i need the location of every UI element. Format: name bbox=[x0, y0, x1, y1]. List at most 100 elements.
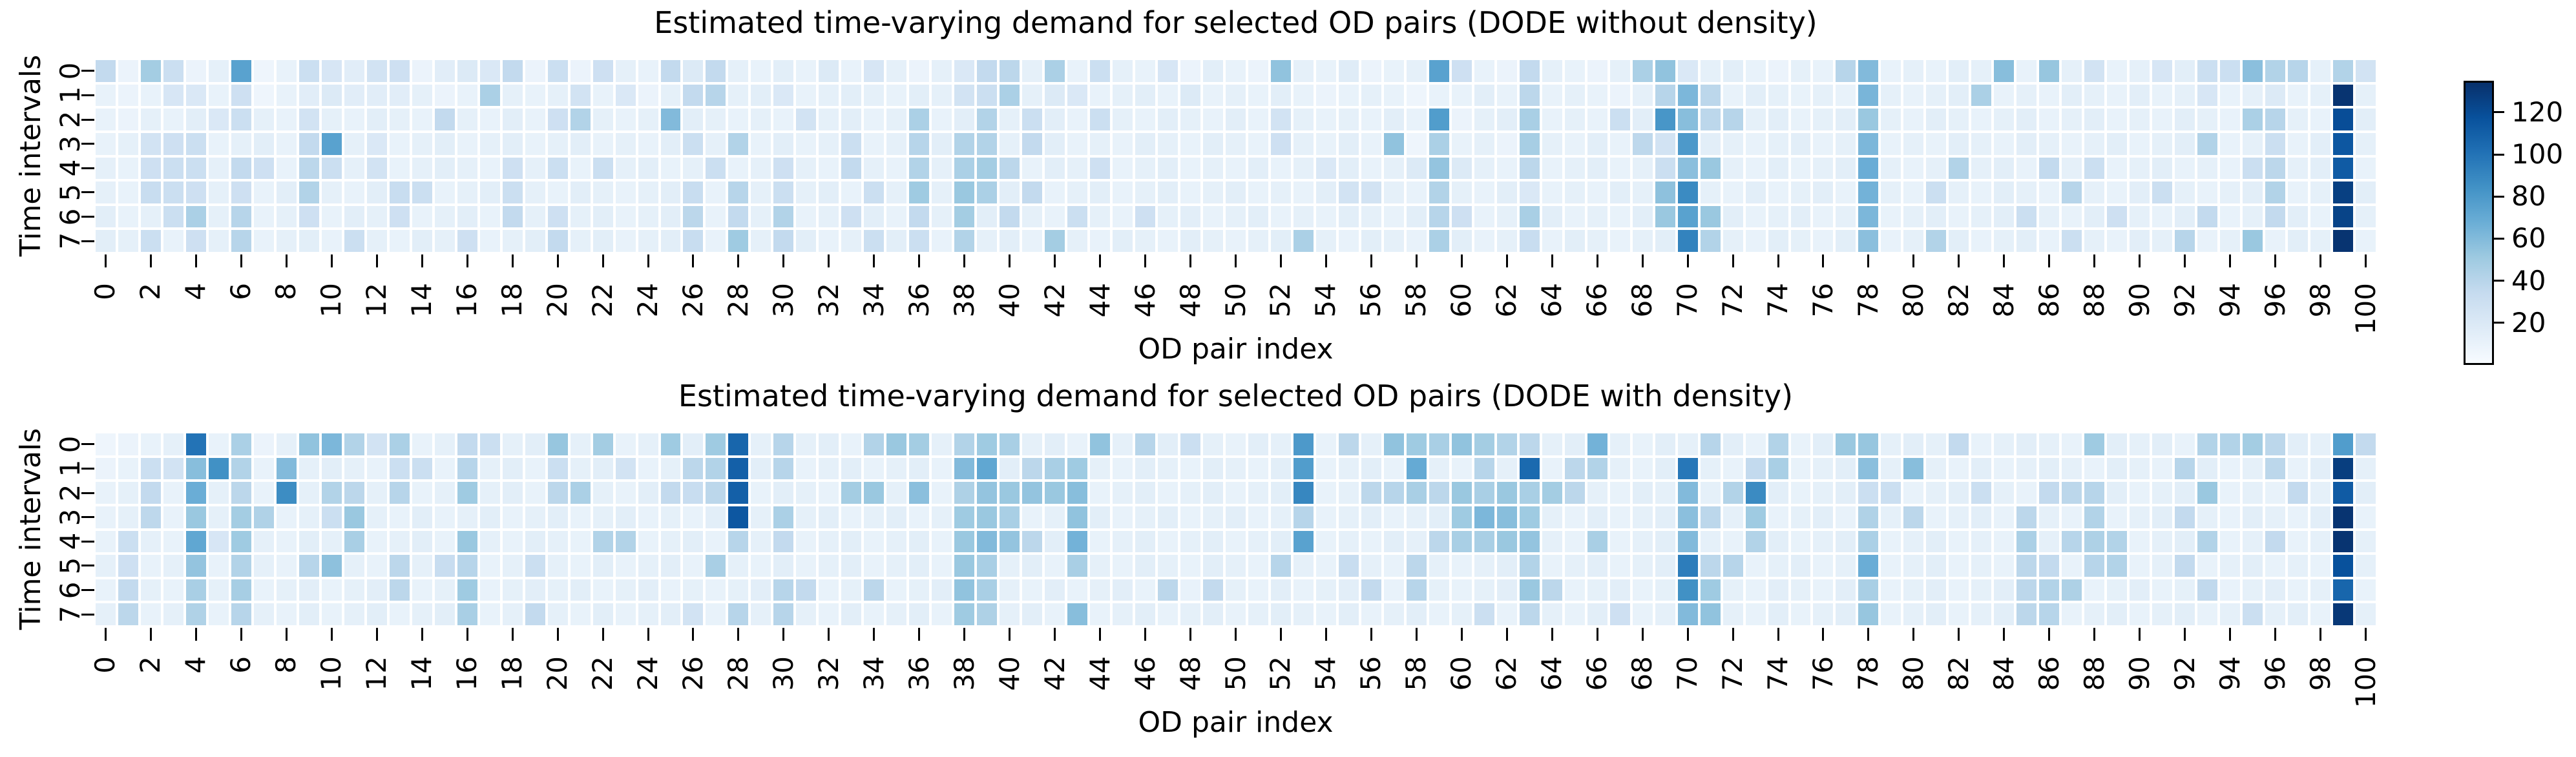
heatmap-cell bbox=[1226, 230, 1246, 252]
heatmap-cell bbox=[298, 506, 319, 528]
heatmap-cell bbox=[1496, 433, 1517, 455]
heatmap-cell bbox=[1926, 84, 1947, 107]
heatmap-cell bbox=[819, 230, 839, 252]
heatmap-cell bbox=[796, 230, 817, 252]
heatmap-cell bbox=[1723, 84, 1743, 107]
heatmap-cell bbox=[1248, 530, 1268, 553]
heatmap-cell bbox=[1429, 60, 1449, 82]
heatmap-cell bbox=[2107, 603, 2128, 625]
heatmap-cell bbox=[344, 60, 364, 82]
heatmap-cell bbox=[321, 555, 342, 577]
heatmap-cell bbox=[1677, 84, 1698, 107]
heatmap-cell bbox=[1451, 230, 1472, 252]
heatmap-cell bbox=[2084, 109, 2105, 130]
heatmap-cell bbox=[1858, 132, 1879, 155]
heatmap-cell bbox=[706, 181, 726, 203]
heatmap-cell bbox=[2220, 579, 2241, 601]
heatmap-cell bbox=[253, 230, 274, 252]
x-tick-mark bbox=[2365, 628, 2367, 641]
heatmap-cell bbox=[864, 157, 885, 180]
heatmap-cell bbox=[2197, 60, 2218, 82]
heatmap-cell bbox=[321, 482, 342, 504]
heatmap-cell bbox=[1836, 433, 1856, 455]
x-tick-mark bbox=[828, 628, 830, 641]
heatmap-cell bbox=[96, 109, 116, 130]
heatmap-cell bbox=[592, 457, 613, 480]
heatmap-cell bbox=[1113, 482, 1133, 504]
heatmap-cell bbox=[886, 555, 907, 577]
heatmap-cell bbox=[321, 181, 342, 203]
heatmap-cell bbox=[1926, 157, 1947, 180]
heatmap-cell bbox=[1406, 181, 1427, 203]
heatmap-cell bbox=[1429, 579, 1449, 601]
heatmap-cell bbox=[321, 433, 342, 455]
heatmap-cell bbox=[773, 84, 794, 107]
heatmap-cell bbox=[2039, 579, 2060, 601]
heatmap-cell bbox=[570, 205, 591, 228]
heatmap-cell bbox=[1383, 132, 1404, 155]
heatmap-cell bbox=[479, 205, 500, 228]
x-tick-mark bbox=[1235, 628, 1237, 641]
heatmap-cell bbox=[2016, 555, 2037, 577]
heatmap-cell bbox=[140, 109, 161, 130]
heatmap-cell bbox=[1000, 433, 1020, 455]
heatmap-cell bbox=[1564, 579, 1585, 601]
heatmap-cell bbox=[1474, 530, 1494, 553]
heatmap-cell bbox=[1564, 506, 1585, 528]
heatmap-cell bbox=[1270, 433, 1291, 455]
heatmap-cell bbox=[1338, 181, 1359, 203]
heatmap-cell bbox=[1926, 579, 1947, 601]
heatmap-cell bbox=[1632, 230, 1653, 252]
heatmap-cell bbox=[886, 109, 907, 130]
heatmap-cell bbox=[1632, 530, 1653, 553]
heatmap-cell bbox=[1813, 157, 1834, 180]
heatmap-cell bbox=[2152, 157, 2173, 180]
heatmap-cell bbox=[1293, 157, 1314, 180]
heatmap-cell bbox=[615, 109, 636, 130]
heatmap-cell bbox=[1203, 555, 1223, 577]
heatmap-cell bbox=[1315, 230, 1336, 252]
heatmap-cell bbox=[1903, 132, 1924, 155]
heatmap-cell bbox=[2062, 555, 2082, 577]
heatmap-cell bbox=[773, 109, 794, 130]
heatmap-cell bbox=[1158, 132, 1178, 155]
heatmap-cell bbox=[1790, 482, 1811, 504]
heatmap-cell bbox=[728, 457, 749, 480]
heatmap-cell bbox=[1542, 181, 1562, 203]
heatmap-cell bbox=[434, 205, 455, 228]
heatmap-cell bbox=[276, 506, 297, 528]
heatmap-cell bbox=[1700, 457, 1721, 480]
heatmap-cell bbox=[954, 60, 975, 82]
heatmap-cell bbox=[1474, 132, 1494, 155]
heatmap-cell bbox=[1971, 555, 1992, 577]
heatmap-cell bbox=[1248, 157, 1268, 180]
heatmap-cell bbox=[1745, 181, 1766, 203]
heatmap-cell bbox=[366, 132, 387, 155]
heatmap-cell bbox=[1768, 132, 1788, 155]
heatmap-cell bbox=[728, 205, 749, 228]
heatmap-cell bbox=[1496, 60, 1517, 82]
heatmap-cell bbox=[208, 603, 229, 625]
heatmap-cell bbox=[1338, 230, 1359, 252]
heatmap-cell bbox=[479, 60, 500, 82]
heatmap-cell bbox=[389, 579, 410, 601]
heatmap-cell bbox=[412, 109, 432, 130]
heatmap-cell bbox=[2356, 457, 2376, 480]
heatmap-cell bbox=[2039, 506, 2060, 528]
heatmap-cell bbox=[2130, 109, 2150, 130]
heatmap-cell bbox=[977, 181, 998, 203]
x-tick-mark bbox=[602, 628, 604, 641]
heatmap-cell bbox=[412, 603, 432, 625]
heatmap-cell bbox=[1542, 482, 1562, 504]
heatmap-cell bbox=[1429, 482, 1449, 504]
heatmap-cell bbox=[909, 530, 930, 553]
heatmap-cell bbox=[1203, 132, 1223, 155]
heatmap-cell bbox=[2288, 433, 2309, 455]
heatmap-cell bbox=[1113, 60, 1133, 82]
heatmap-cell bbox=[118, 530, 138, 553]
heatmap-cell bbox=[1338, 132, 1359, 155]
heatmap-cell bbox=[1790, 579, 1811, 601]
heatmap-cell bbox=[796, 84, 817, 107]
heatmap-cell bbox=[1745, 132, 1766, 155]
heatmap-cell bbox=[819, 157, 839, 180]
